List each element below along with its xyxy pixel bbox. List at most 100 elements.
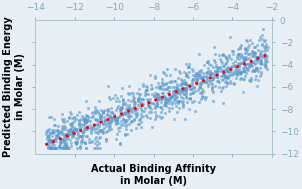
Point — [212, 84, 217, 87]
Point — [162, 103, 167, 106]
Point — [197, 69, 201, 72]
Point — [69, 126, 74, 129]
Point — [121, 124, 126, 127]
Point — [169, 95, 174, 98]
Point — [81, 119, 86, 122]
Point — [226, 66, 231, 69]
Point — [200, 79, 205, 82]
Point — [245, 52, 250, 55]
Point — [125, 111, 130, 114]
Point — [122, 120, 127, 123]
Point — [201, 72, 205, 75]
Point — [78, 145, 82, 148]
Point — [120, 87, 125, 90]
Point — [140, 83, 145, 86]
Point — [195, 77, 200, 81]
Point — [198, 97, 203, 100]
Point — [228, 57, 233, 60]
Point — [52, 139, 57, 142]
Point — [259, 38, 264, 41]
Point — [68, 141, 73, 144]
Point — [224, 70, 229, 73]
Point — [248, 62, 253, 65]
Point — [253, 55, 258, 58]
Point — [68, 122, 72, 125]
Point — [72, 116, 76, 119]
Point — [180, 82, 185, 85]
Point — [162, 98, 167, 101]
Point — [50, 142, 54, 145]
Point — [258, 54, 263, 57]
Point — [215, 69, 220, 72]
Point — [84, 146, 89, 149]
Point — [98, 115, 103, 118]
Point — [189, 87, 194, 90]
Point — [184, 82, 188, 85]
Point — [214, 65, 219, 68]
Point — [238, 55, 243, 58]
Point — [119, 113, 124, 116]
Point — [141, 109, 146, 112]
Point — [259, 50, 263, 53]
Point — [97, 135, 102, 138]
Point — [214, 76, 219, 79]
Point — [154, 98, 159, 101]
Point — [126, 93, 131, 96]
Point — [48, 132, 53, 135]
Point — [120, 107, 125, 110]
Point — [101, 116, 106, 119]
Point — [258, 52, 262, 55]
Point — [182, 71, 187, 74]
Point — [95, 122, 100, 125]
Point — [243, 63, 248, 66]
Point — [147, 98, 152, 101]
Point — [57, 139, 62, 143]
Point — [251, 50, 256, 53]
Point — [103, 118, 108, 121]
Point — [197, 87, 201, 90]
Point — [259, 52, 264, 55]
Point — [48, 115, 53, 118]
Point — [163, 88, 168, 91]
Point — [224, 84, 229, 87]
Point — [244, 63, 249, 66]
Point — [44, 132, 49, 135]
Point — [62, 143, 67, 146]
Point — [107, 127, 112, 130]
Point — [174, 88, 178, 91]
Point — [216, 79, 221, 82]
Point — [235, 72, 240, 75]
Point — [134, 115, 139, 118]
Point — [238, 70, 243, 73]
Point — [164, 98, 169, 101]
Point — [171, 86, 176, 89]
Point — [46, 136, 51, 139]
Point — [191, 77, 195, 81]
Point — [254, 56, 259, 59]
Point — [153, 96, 158, 99]
Point — [221, 71, 226, 74]
Point — [98, 115, 102, 118]
Point — [214, 76, 219, 79]
Point — [257, 56, 262, 59]
Point — [179, 101, 184, 104]
Point — [223, 75, 227, 78]
Point — [145, 101, 150, 104]
Point — [57, 131, 62, 134]
Point — [132, 100, 137, 103]
Point — [85, 120, 89, 123]
Point — [87, 126, 92, 129]
Point — [79, 135, 84, 138]
Point — [198, 82, 202, 85]
Point — [184, 92, 188, 95]
Point — [105, 113, 110, 116]
Point — [161, 70, 166, 73]
Point — [48, 146, 53, 149]
Point — [115, 119, 120, 122]
Point — [207, 69, 212, 72]
Point — [166, 99, 171, 102]
Point — [190, 90, 195, 93]
Point — [210, 99, 215, 102]
Point — [106, 96, 111, 99]
Point — [58, 131, 63, 134]
